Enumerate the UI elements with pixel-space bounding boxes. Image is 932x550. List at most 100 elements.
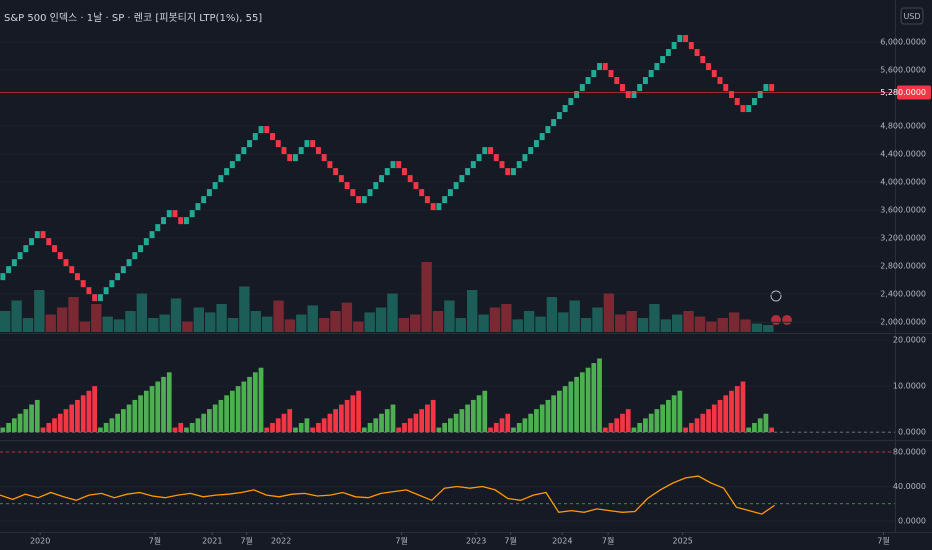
renko-brick	[384, 168, 390, 176]
volume-bar	[512, 319, 523, 332]
currency-label[interactable]: USD	[903, 12, 920, 21]
histogram-bar	[591, 363, 597, 433]
volume-bar	[182, 321, 193, 332]
y-tick-label: 2,400.0000	[880, 290, 926, 299]
histogram-bar	[390, 404, 396, 433]
renko-brick	[224, 168, 230, 176]
renko-brick	[361, 196, 367, 204]
histogram-bar	[218, 399, 224, 433]
renko-brick	[367, 189, 373, 197]
volume-bar	[569, 300, 580, 332]
histogram-bar	[545, 399, 551, 433]
renko-brick	[86, 287, 92, 295]
histogram-bar	[625, 409, 631, 433]
histogram-bar	[568, 381, 574, 433]
renko-brick	[155, 224, 161, 232]
volume-bar	[763, 325, 774, 332]
histogram-bar	[419, 409, 425, 433]
histogram-bar	[700, 413, 706, 433]
volume-bar	[751, 323, 763, 332]
volume-bar	[341, 302, 353, 332]
renko-brick	[516, 161, 522, 169]
event-icon[interactable]	[770, 290, 782, 302]
oscillator-line	[0, 475, 775, 515]
renko-brick	[218, 175, 224, 183]
renko-brick	[402, 168, 407, 176]
renko-brick	[80, 280, 86, 288]
volume-bar	[523, 311, 535, 332]
x-tick-label: 7월	[504, 536, 516, 546]
renko-brick	[769, 84, 775, 92]
event-icon[interactable]	[771, 315, 781, 325]
renko-brick	[97, 294, 103, 302]
renko-brick	[247, 140, 253, 148]
histogram-bar	[75, 399, 80, 433]
histogram-bar	[189, 422, 195, 433]
volume-bar	[592, 307, 603, 332]
histogram-bar	[551, 395, 557, 433]
histogram-bar	[688, 422, 694, 433]
renko-brick	[138, 245, 144, 253]
histogram-bar	[258, 367, 264, 433]
histogram-bar	[734, 386, 740, 433]
histogram-bar	[516, 422, 522, 433]
histogram-bar	[241, 381, 247, 433]
renko-brick	[734, 98, 740, 106]
event-icon[interactable]	[782, 315, 792, 325]
histogram-bar	[17, 413, 23, 433]
y-tick-label: 0.0000	[898, 428, 926, 437]
histogram-bar	[103, 422, 109, 433]
volume-bar	[421, 262, 432, 332]
volume-bar	[148, 318, 159, 332]
histogram-bar	[453, 413, 459, 433]
y-tick-label: 4,000.0000	[880, 178, 926, 187]
histogram-bar	[109, 418, 115, 433]
renko-brick	[677, 35, 683, 43]
x-tick-label: 7월	[240, 536, 252, 546]
x-tick-label: 2020	[30, 537, 50, 546]
histogram-bar	[562, 386, 568, 433]
renko-brick	[447, 189, 453, 197]
x-tick-label: 2025	[673, 537, 693, 546]
renko-brick	[115, 273, 121, 281]
volume-bar	[45, 314, 56, 332]
histogram-bar	[57, 413, 63, 433]
histogram-bar	[264, 427, 270, 433]
renko-brick	[602, 63, 608, 71]
volume-bar	[364, 312, 375, 332]
histogram-bar	[86, 390, 92, 433]
renko-brick	[183, 217, 189, 225]
volume-bar	[501, 304, 512, 332]
x-tick-label: 7월	[395, 536, 407, 546]
histogram-bar	[149, 386, 155, 433]
currency-button[interactable]	[900, 7, 924, 25]
renko-brick	[126, 259, 132, 267]
x-tick-label: 2022	[271, 537, 291, 546]
renko-brick	[252, 133, 258, 141]
volume-bar	[603, 293, 615, 332]
volume-bar	[205, 312, 216, 332]
histogram-bar	[384, 409, 390, 433]
renko-brick	[688, 42, 694, 50]
volume-bar	[455, 318, 466, 332]
volume-bar	[136, 293, 148, 332]
renko-brick	[476, 154, 482, 162]
histogram-bar	[201, 413, 207, 433]
volume-bar	[660, 319, 672, 332]
y-tick-label: 5,600.0000	[880, 66, 926, 75]
histogram-bar	[379, 413, 384, 433]
renko-brick	[729, 91, 734, 99]
volume-bar	[330, 311, 341, 332]
volume-bar	[216, 304, 227, 332]
histogram-bar	[275, 418, 281, 433]
histogram-bar	[247, 376, 252, 433]
renko-brick	[625, 91, 631, 99]
volume-bar	[728, 312, 740, 332]
renko-brick	[310, 140, 316, 148]
histogram-bar	[666, 399, 671, 433]
histogram-bar	[34, 399, 40, 433]
histogram-bar	[115, 413, 120, 433]
histogram-bar	[694, 418, 700, 433]
renko-brick	[201, 196, 207, 204]
